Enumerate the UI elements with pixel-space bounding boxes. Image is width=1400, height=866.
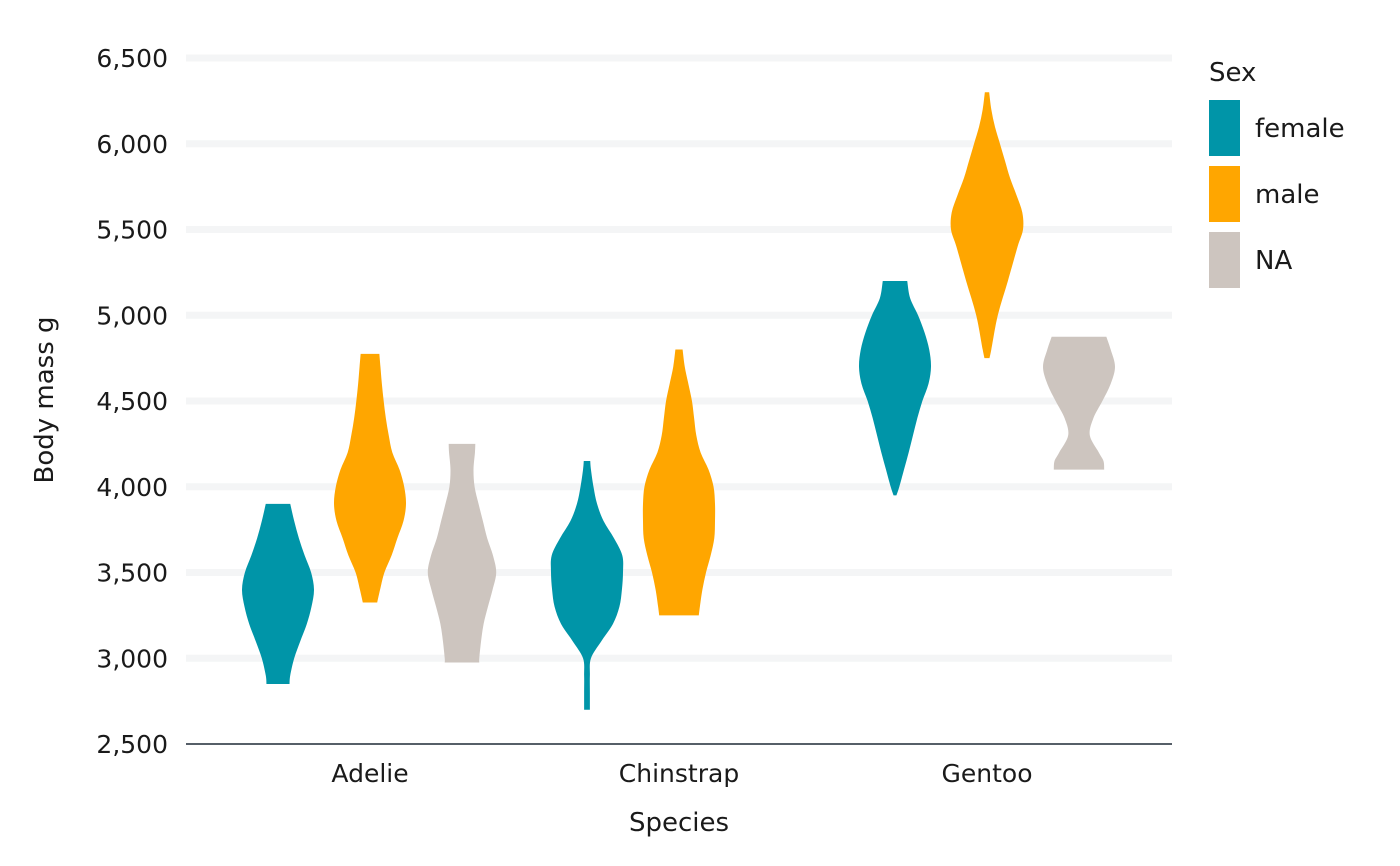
legend-swatch-male (1209, 166, 1240, 222)
y-tick-label: 6,500 (96, 44, 168, 73)
x-axis-title: Species (629, 808, 729, 838)
x-tick-label: Gentoo (942, 759, 1033, 788)
violin-gentoo-na (1043, 336, 1115, 470)
y-tick-labels: 2,500 3,000 3,500 4,000 4,500 5,000 5,500 6,000… (96, 44, 168, 759)
violin-gentoo-female (858, 280, 932, 496)
violin-adelie-female (241, 503, 315, 684)
legend-label-male: male (1255, 180, 1319, 210)
y-tick-label: 5,500 (96, 216, 168, 245)
y-tick-label: 3,000 (96, 644, 168, 673)
violin-gentoo-male (950, 92, 1024, 359)
y-axis-title: Body mass g (30, 316, 60, 483)
legend-label-female: female (1255, 114, 1345, 144)
y-tick-label: 3,500 (96, 559, 168, 588)
legend-title: Sex (1209, 58, 1256, 88)
violin-chinstrap-female (550, 461, 624, 710)
legend-label-na: NA (1255, 246, 1292, 276)
y-tick-label: 4,000 (96, 473, 168, 502)
x-tick-label: Chinstrap (619, 759, 739, 788)
y-tick-label: 5,000 (96, 301, 168, 330)
legend: Sex female male NA (1209, 58, 1345, 288)
x-tick-labels: Adelie Chinstrap Gentoo (331, 759, 1032, 788)
y-tick-label: 6,000 (96, 130, 168, 159)
legend-swatch-na (1209, 232, 1240, 288)
legend-items: female male NA (1209, 100, 1345, 288)
violin-chinstrap-male (642, 349, 716, 616)
legend-swatch-female (1209, 100, 1240, 156)
violin-adelie-male (333, 353, 407, 603)
violins (241, 92, 1115, 710)
y-tick-label: 4,500 (96, 387, 168, 416)
y-tick-label: 2,500 (96, 730, 168, 759)
x-tick-label: Adelie (331, 759, 408, 788)
violin-adelie-na (427, 443, 497, 663)
